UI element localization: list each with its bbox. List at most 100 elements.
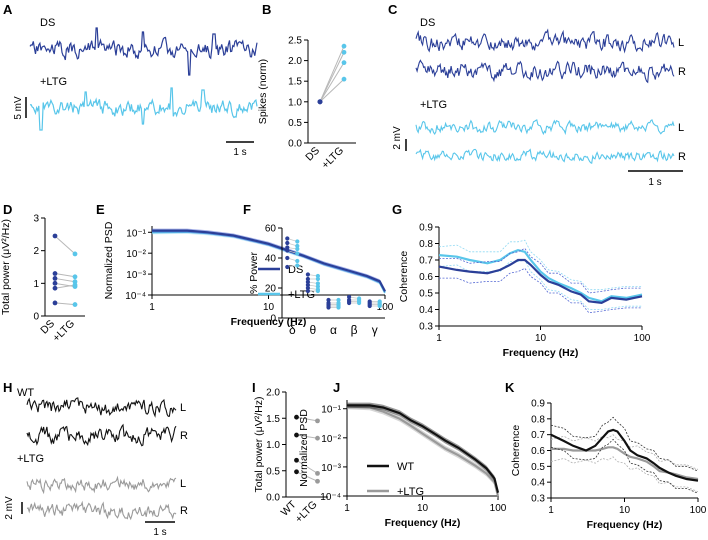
panel-G-ci-line: [439, 247, 642, 294]
panel-K-xtick-label: 10: [619, 505, 631, 516]
panel-J-ci-band: [347, 402, 498, 496]
panel-K-ytick-label: 0.6: [531, 446, 545, 457]
panel-H-ch-left-1: L: [180, 402, 186, 414]
panel-F-point: [305, 272, 310, 277]
panel-C-ds-right-trace: [415, 59, 675, 84]
panel-C-ch-left-1: L: [678, 37, 684, 49]
panel-K-xlabel: Frequency (Hz): [587, 519, 663, 531]
panel-I-point: [315, 418, 320, 424]
panel-A-label-ds: DS: [40, 17, 55, 29]
panel-J-ytick-label: 10⁻¹: [321, 405, 341, 416]
panel-letter-b: B: [262, 2, 271, 17]
panel-J-ytick-label: 10⁻³: [321, 463, 341, 474]
panel-I-pair-line: [296, 459, 318, 474]
panel-H-wt-left-trace: [26, 397, 177, 418]
panel-E-ylabel: Normalized PSD: [103, 221, 115, 299]
panel-K-ytick-label: 0.8: [531, 414, 545, 425]
panel-F-category-label: δ: [289, 323, 296, 337]
panel-F-point: [315, 284, 320, 289]
panel-F-point: [295, 263, 300, 268]
panel-D-ytick-label: 2: [33, 246, 39, 257]
panel-F-point: [357, 300, 362, 306]
panel-H-ch-left-2: L: [180, 478, 186, 490]
panel-H-ltg-left-trace: [26, 475, 177, 495]
panel-J-series-line: [347, 404, 500, 493]
panel-J-xtick-label: 100: [490, 503, 507, 514]
panel-K-xtick-label: 100: [690, 505, 707, 516]
panel-B-ytick-label: 0.5: [288, 118, 302, 129]
panel-J-series-line: [346, 405, 500, 497]
panel-D-category-label: +LTG: [50, 318, 77, 345]
panel-C-label-ltg: +LTG: [420, 99, 447, 111]
panel-D-pair-line: [54, 273, 76, 278]
panel-K-ci-line: [550, 416, 699, 472]
panel-D-ytick-label: 3: [33, 214, 39, 225]
panel-G-xtick-label: 10: [535, 333, 547, 344]
panel-K-ci-line: [550, 456, 699, 493]
panel-A-ds-trace: [29, 27, 258, 76]
panel-F-point: [295, 251, 300, 256]
panel-G-ci-line: [438, 239, 642, 291]
panel-D-pair-line: [54, 302, 76, 306]
panel-F-point: [347, 294, 352, 300]
panel-A-time-scale-label: 1 s: [233, 147, 246, 158]
panel-F-point: [285, 236, 290, 241]
panel-G-ytick-label: 0.4: [419, 305, 433, 316]
panel-E-legend-label: DS: [288, 264, 303, 276]
panel-E-xtick-label: 10: [263, 302, 275, 313]
panel-G-ytick-label: 0.8: [419, 239, 433, 250]
panel-K-ytick-label: 0.3: [531, 494, 545, 505]
panel-B-ylabel: Spikes (norm): [257, 59, 269, 124]
panel-F-point: [315, 288, 320, 294]
panel-K-xtick-label: 1: [548, 505, 554, 516]
panel-A-voltage-scale-label: 5 mV: [13, 96, 24, 120]
panel-D-point: [52, 300, 58, 306]
panel-C-time-scale-label: 1 s: [648, 177, 661, 188]
panel-C-ch-right-2: R: [678, 151, 686, 163]
panel-A: DS +LTG 5 mV 1 s: [13, 17, 258, 158]
panel-G-ci-line: [438, 259, 642, 310]
panel-letter-j: J: [333, 380, 340, 395]
panel-I-point: [294, 469, 299, 475]
panel-B-point: [341, 76, 347, 82]
panel-F-point: [315, 281, 320, 286]
panel-J-xtick-label: 1: [344, 503, 350, 514]
panel-D-point: [52, 233, 58, 239]
panel-A-label-ltg: +LTG: [40, 76, 67, 88]
panel-H: WT L R +LTG L R 2 mV 1 s: [4, 387, 188, 538]
panel-F-point: [285, 248, 290, 253]
panel-B-pair-line: [319, 78, 345, 103]
panel-F-point: [315, 276, 320, 282]
panel-letter-i: I: [252, 380, 256, 395]
panel-H-ch-right-1: R: [180, 430, 188, 442]
panel-C-ltg-left-trace: [415, 119, 675, 136]
panel-J-xtick-label: 10: [417, 503, 429, 514]
panel-letter-f: F: [243, 202, 251, 217]
panel-D-point: [52, 280, 58, 286]
panel-F-point: [326, 297, 331, 303]
panel-I-point: [294, 432, 299, 438]
panel-letter-k: K: [505, 380, 515, 395]
panel-F-point: [305, 285, 310, 291]
panel-F-point: [305, 282, 310, 288]
panel-I-ylabel: Total power (μV²/Hz): [253, 397, 265, 493]
panel-J-ytick-label: 10⁻⁴: [320, 492, 341, 503]
panel-D-point: [72, 302, 78, 307]
panel-K-ytick-label: 0.4: [531, 478, 545, 489]
panel-B-pair-line: [319, 45, 345, 102]
panel-C-ltg-right-trace: [415, 148, 675, 165]
panel-I-point: [315, 435, 320, 441]
panel-J-ytick-label: 10⁻²: [321, 434, 341, 445]
panel-K-ylabel: Coherence: [510, 425, 522, 477]
panel-F-ytick-label: 60: [265, 224, 277, 235]
panel-I-pair-line: [296, 471, 318, 482]
panel-B-ytick-label: 0.0: [288, 139, 302, 150]
panel-G-series-line: [438, 258, 643, 305]
panel-H-voltage-scale-label: 2 mV: [4, 496, 15, 520]
panel-F-point: [347, 300, 352, 306]
panel-I-point: [294, 414, 299, 420]
panel-G-ytick-label: 0.5: [419, 289, 433, 300]
panel-E-ytick-label: 10⁻¹: [126, 228, 146, 239]
panel-I-point: [315, 478, 320, 484]
